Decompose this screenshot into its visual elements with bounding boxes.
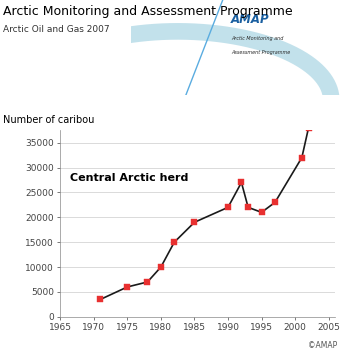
Text: Arctic Oil and Gas 2007: Arctic Oil and Gas 2007 [3,25,110,34]
Text: Assessment Programme: Assessment Programme [231,50,290,55]
Text: Number of caribou: Number of caribou [3,115,95,125]
Text: ©AMAP: ©AMAP [308,341,337,350]
Text: Central Arctic herd: Central Arctic herd [70,172,189,182]
Text: Arctic Monitoring and: Arctic Monitoring and [231,36,283,40]
Text: AMAP: AMAP [231,13,270,25]
Text: Arctic Monitoring and Assessment Programme: Arctic Monitoring and Assessment Program… [3,5,293,18]
